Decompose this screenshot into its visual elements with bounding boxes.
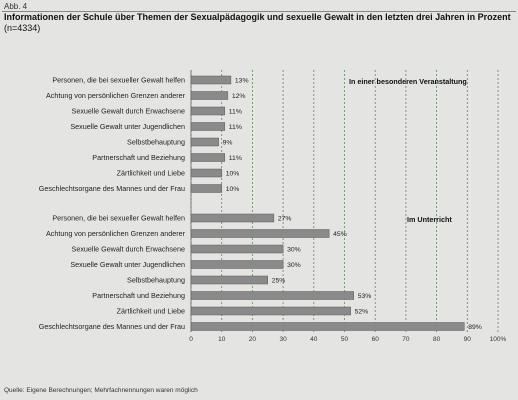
bar (190, 291, 354, 300)
x-tick-label: 100% (490, 336, 507, 343)
data-label: 13% (235, 78, 249, 85)
bar (190, 75, 232, 85)
bar (190, 306, 351, 316)
data-label: 10% (226, 171, 240, 178)
x-tick-label: 40 (310, 336, 318, 343)
category-label: Achtung von persönlichen Grenzen anderer (46, 91, 186, 100)
x-tick-label: 90 (464, 336, 472, 343)
x-tick-label: 70 (402, 336, 410, 343)
category-label: Partnerschaft und Beziehung (92, 291, 185, 300)
header-rule (2, 11, 516, 12)
bar (190, 229, 330, 238)
data-label: 11% (229, 124, 242, 131)
bar (190, 213, 275, 223)
bar (190, 260, 284, 269)
figure-label: Abb. 4 (4, 2, 28, 11)
group-label: Im Unterricht (407, 215, 452, 224)
data-label: 11% (229, 155, 242, 162)
x-tick-label: 0 (189, 336, 193, 343)
data-label: 30% (287, 247, 301, 254)
data-label: 10% (226, 186, 240, 193)
bar (190, 244, 284, 254)
category-label: Personen, die bei sexueller Gewalt helfe… (52, 214, 185, 223)
data-label: 53% (358, 293, 372, 300)
data-label: 27% (278, 216, 292, 223)
category-label: Sexuelle Gewalt durch Erwachsene (72, 107, 185, 116)
category-label: Zärtlichkeit und Liebe (117, 169, 185, 178)
chart-title-block: Informationen der Schule über Themen der… (4, 12, 514, 34)
bar (190, 184, 222, 193)
category-label: Zärtlichkeit und Liebe (117, 307, 185, 316)
bar (190, 153, 226, 162)
bar (190, 106, 226, 116)
chart-sample-size: (n=4334) (4, 23, 41, 33)
x-tick-label: 10 (218, 336, 226, 343)
data-label: 12% (232, 93, 246, 100)
data-label: 52% (355, 309, 369, 316)
chart-title: Informationen der Schule über Themen der… (4, 12, 511, 22)
category-label: Achtung von persönlichen Grenzen anderer (46, 229, 186, 238)
group-label: In einer besonderen Veranstaltung (349, 77, 467, 86)
category-label: Geschlechtsorgane des Mannes und der Fra… (39, 322, 185, 331)
category-label: Sexuelle Gewalt unter Jugendlichen (70, 260, 185, 269)
x-tick-label: 20 (249, 336, 257, 343)
category-label: Sexuelle Gewalt durch Erwachsene (72, 245, 185, 254)
category-label: Partnerschaft und Beziehung (92, 153, 185, 162)
category-label: Selbstbehauptung (127, 138, 185, 147)
category-label: Sexuelle Gewalt unter Jugendlichen (70, 122, 185, 131)
data-label: 11% (229, 109, 242, 116)
x-tick-label: 50 (341, 336, 349, 343)
category-label: Personen, die bei sexueller Gewalt helfe… (52, 76, 185, 85)
x-tick-label: 80 (433, 336, 441, 343)
bar (190, 275, 268, 285)
bar (190, 91, 229, 100)
data-label: 25% (272, 278, 286, 285)
bar (190, 168, 222, 178)
data-label: 9% (223, 140, 233, 147)
x-tick-label: 30 (279, 336, 287, 343)
data-label: 30% (287, 262, 301, 269)
x-tick-label: 60 (372, 336, 380, 343)
data-label: 45% (333, 231, 347, 238)
source-note: Quelle: Eigene Berechnungen; Mehrfachnen… (4, 387, 198, 394)
category-label: Geschlechtsorgane des Mannes und der Fra… (39, 184, 185, 193)
category-label: Selbstbehauptung (127, 276, 185, 285)
data-label: 89% (468, 324, 482, 331)
bar (190, 137, 219, 147)
bar (190, 322, 465, 331)
bar (190, 122, 226, 131)
